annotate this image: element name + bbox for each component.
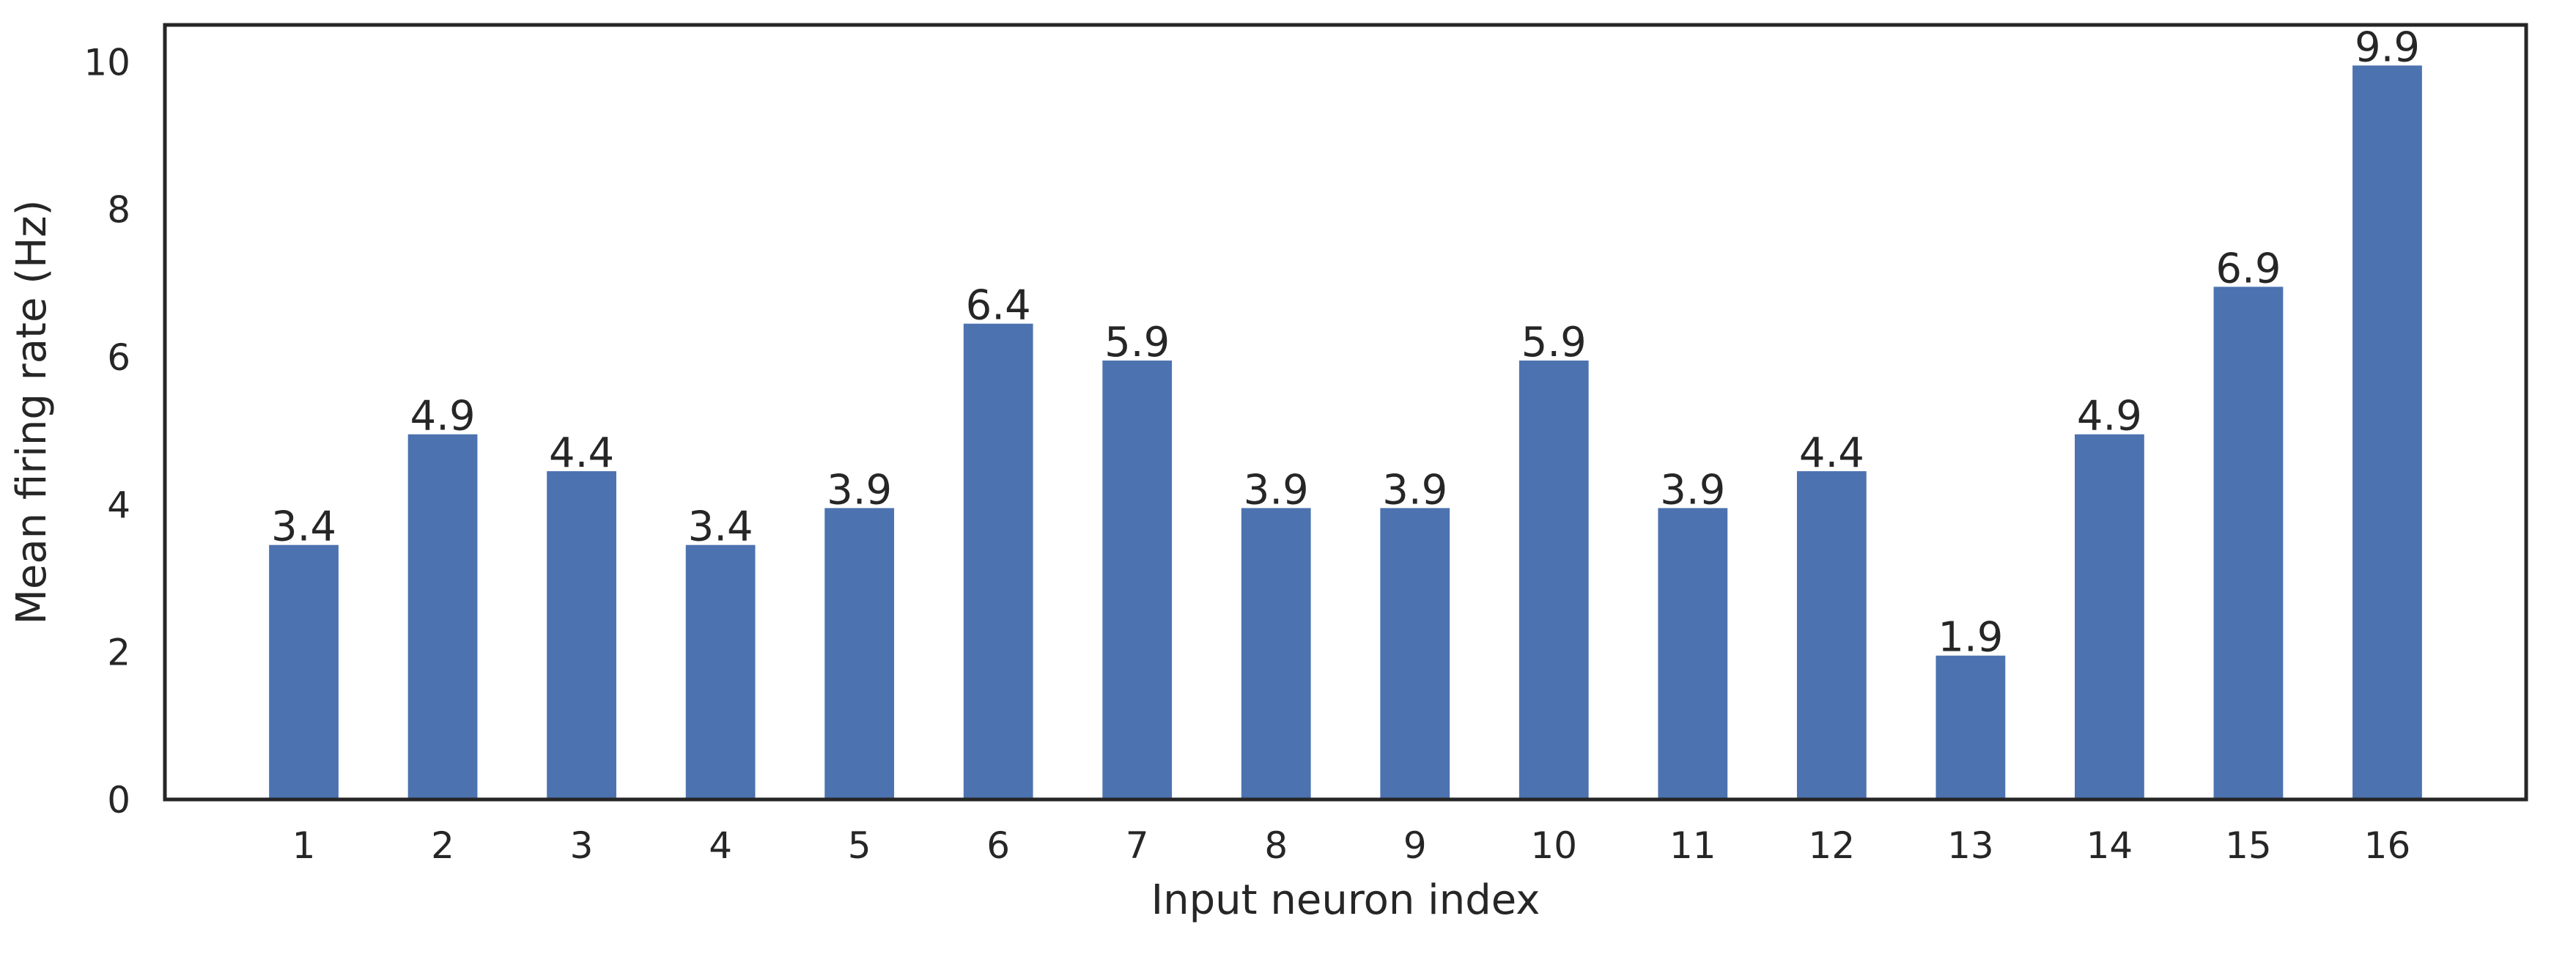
x-tick-label: 14 [2086,824,2133,867]
x-tick-label: 2 [431,824,454,867]
x-tick-label: 11 [1669,824,1716,867]
data-label-1: 3.4 [271,503,336,551]
bar-11 [1658,508,1728,799]
bars-layer [269,65,2422,799]
bar-4 [685,544,756,799]
bar-15 [2213,287,2284,799]
y-tick-label: 4 [107,484,130,526]
data-label-11: 3.9 [1660,466,1725,514]
x-tick-label: 12 [1809,824,1856,867]
x-axis-title: Input neuron index [1151,876,1540,924]
data-label-10: 5.9 [1521,319,1587,366]
bar-12 [1796,471,1867,799]
y-axis-ticks: 0 2 4 6 8 10 [84,41,130,821]
x-tick-label: 13 [1947,824,1994,867]
bar-16 [2352,65,2422,799]
y-tick-label: 8 [107,189,130,232]
bar-9 [1380,508,1450,799]
x-tick-label: 4 [709,824,732,867]
x-axis-ticks: 1 2 3 4 5 6 7 8 9 10 11 12 13 14 15 16 [292,824,2411,867]
y-tick-label: 6 [107,336,130,379]
y-tick-label: 10 [84,41,130,84]
bar-10 [1518,361,1589,799]
bar-1 [269,544,339,799]
y-axis-title: Mean firing rate (Hz) [8,200,56,625]
data-label-15: 6.9 [2215,245,2281,292]
y-tick-label: 2 [107,632,130,674]
x-tick-label: 3 [570,824,594,867]
data-label-6: 6.4 [966,282,1031,330]
data-label-13: 1.9 [1938,614,2003,662]
data-label-5: 3.9 [827,466,892,514]
x-tick-label: 1 [292,824,316,867]
bar-8 [1241,508,1311,799]
x-tick-label: 8 [1264,824,1288,867]
bar-3 [547,471,616,799]
data-label-4: 3.4 [688,503,753,551]
bar-7 [1102,361,1173,799]
data-label-2: 4.9 [410,393,476,440]
data-label-16: 9.9 [2355,23,2420,71]
plot-frame [163,23,2528,802]
bar-6 [963,323,1033,799]
bar-13 [1935,655,2006,799]
data-label-7: 5.9 [1104,319,1170,366]
data-label-12: 4.4 [1799,429,1864,477]
bar-14 [2075,434,2144,799]
data-label-3: 4.4 [549,429,614,477]
bar-2 [407,434,478,799]
data-labels-layer: 3.4 4.9 4.4 3.4 3.9 6.4 5.9 3.9 3.9 5.9 3.9 4.4 1.9 4… [271,23,2420,661]
bar-5 [824,508,895,799]
x-tick-label: 15 [2225,824,2272,867]
x-tick-label: 5 [848,824,871,867]
data-label-9: 3.9 [1382,466,1447,514]
x-tick-label: 16 [2364,824,2411,867]
x-tick-label: 10 [1530,824,1577,867]
x-tick-label: 6 [986,824,1010,867]
y-tick-label: 0 [107,779,130,821]
data-label-8: 3.9 [1244,466,1309,514]
data-label-14: 4.9 [2077,393,2142,440]
x-tick-label: 9 [1403,824,1427,867]
x-tick-label: 7 [1126,824,1149,867]
